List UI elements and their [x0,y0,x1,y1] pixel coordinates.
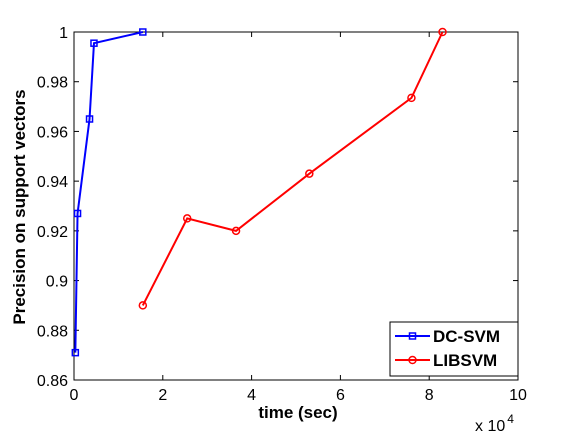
legend-box [389,321,519,377]
x-tick-label: 10 [509,387,527,404]
data-point-libsvm [305,169,314,178]
x-multiplier-label: x 10 4 [475,412,514,432]
data-point-libsvm [438,27,447,37]
y-tick-label: 0.96 [37,124,68,141]
y-tick-label: 0.92 [37,224,68,241]
legend: DC-SVM LIBSVM [389,321,519,377]
y-tick-label: 0.86 [37,373,68,390]
series-line-dc-svm [74,31,144,353]
data-point-dc-svm [90,39,98,47]
data-point-libsvm [138,301,148,310]
series-line-libsvm [141,31,444,306]
legend-marker-dc-svm [408,332,417,340]
plot-area-border [73,31,519,381]
x-tick-label: 8 [425,387,434,404]
x-multiplier-base: x 10 [475,418,505,432]
y-tick-label: 0.9 [46,274,68,291]
legend-marker-libsvm [408,355,417,365]
x-multiplier-exponent: 4 [507,412,514,426]
data-point-dc-svm [73,209,82,218]
x-axis-title: time (sec) [258,403,337,422]
y-tick-label: 0.94 [37,174,68,191]
data-point-dc-svm [71,348,80,357]
y-tick-label: 0.98 [37,75,68,92]
y-axis-title: Precision on support vectors [10,89,29,324]
data-point-dc-svm [139,28,147,36]
x-tick-label: 4 [247,387,256,404]
y-axis-ticks: 0.86 0.88 0.9 0.92 0.94 0.96 0.98 1 [37,25,518,390]
data-point-libsvm [182,214,192,223]
x-tick-label: 0 [70,387,79,404]
legend-label-dc-svm: DC-SVM [433,327,500,346]
data-point-dc-svm [85,115,94,123]
axes-frame [73,31,519,381]
series-dc-svm [71,28,147,357]
series-libsvm [138,27,447,310]
y-tick-label: 0.88 [37,323,68,340]
x-axis-ticks: 0 2 4 6 8 10 [70,32,527,404]
x-tick-label: 2 [158,387,167,404]
series-layer [71,27,447,357]
data-point-libsvm [231,226,241,236]
data-point-libsvm [407,93,416,103]
y-tick-label: 1 [59,25,68,42]
legend-label-libsvm: LIBSVM [433,351,497,370]
x-tick-label: 6 [336,387,345,404]
